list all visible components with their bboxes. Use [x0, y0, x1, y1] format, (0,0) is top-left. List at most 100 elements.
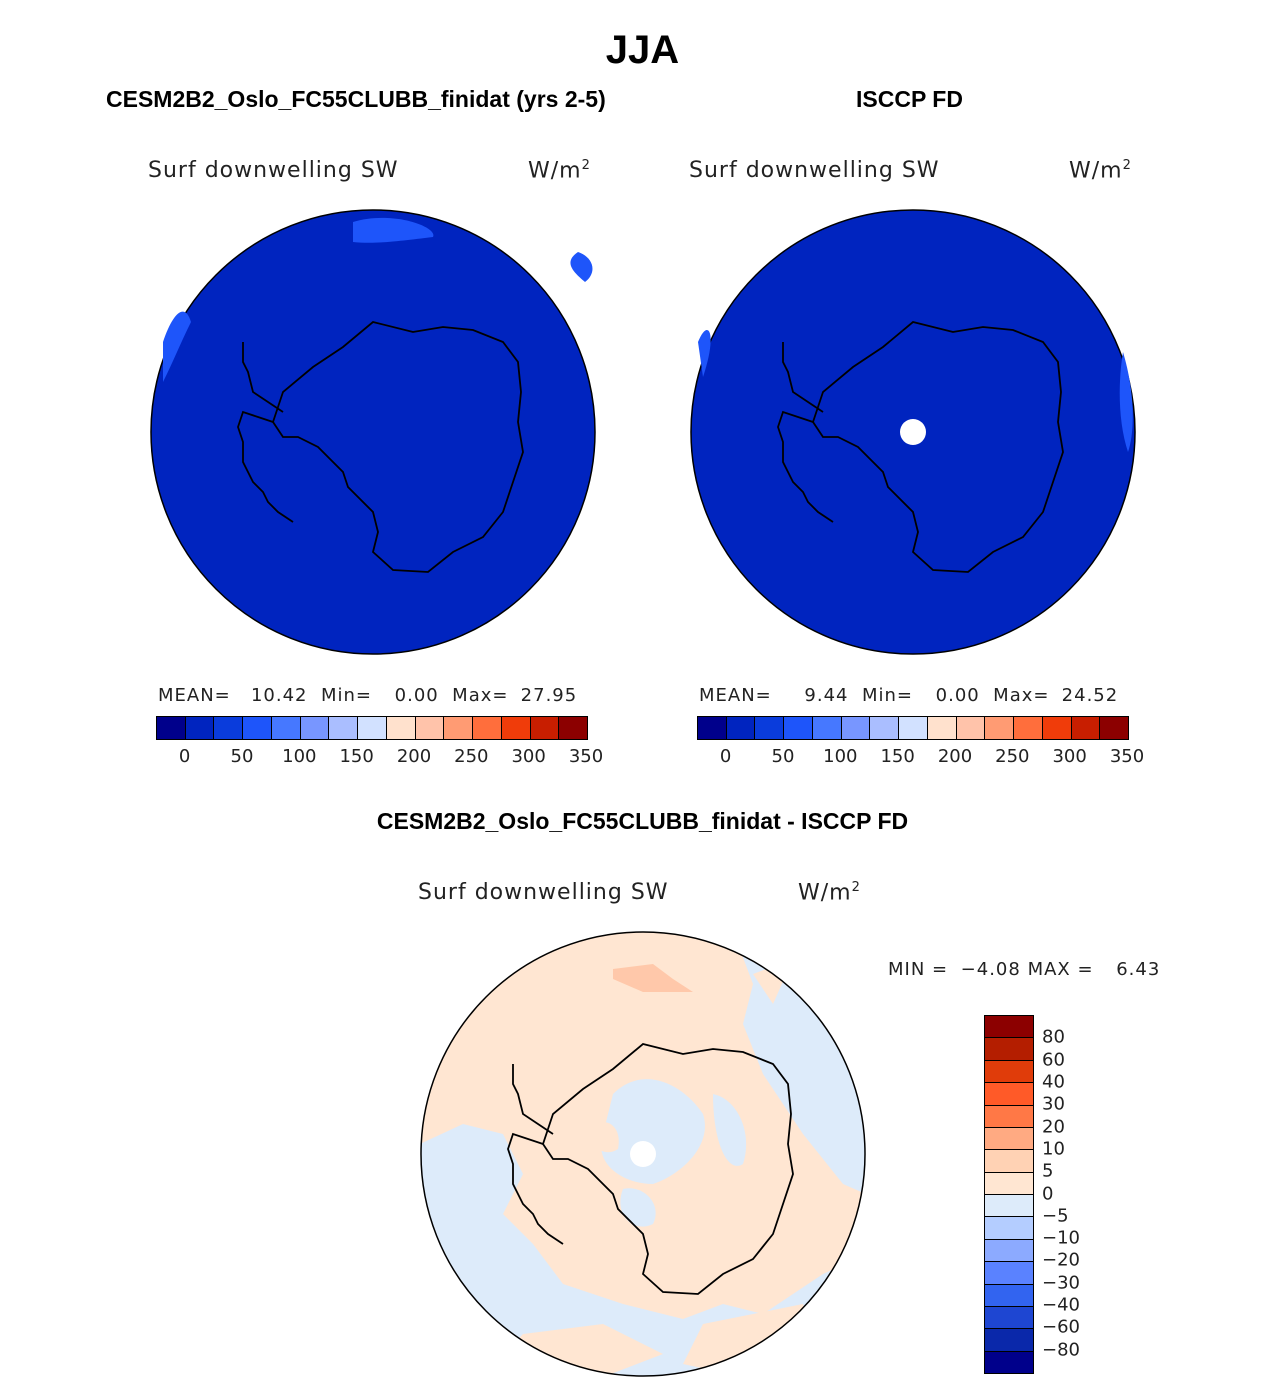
panel1-units-text: W/m — [528, 158, 582, 184]
antarctic-peninsula-coastline — [237, 342, 294, 523]
colorbar-tick-label: 20 — [1042, 1116, 1065, 1138]
ocean-patch — [570, 252, 593, 282]
antarctica-coastline — [812, 321, 1064, 573]
colorbar-swatch — [1071, 717, 1101, 739]
diff-units-text: W/m — [798, 880, 852, 906]
colorbar-swatch — [698, 717, 727, 739]
diff-min-label: MIN = — [888, 959, 949, 980]
colorbar-swatch — [559, 717, 588, 739]
colorbar-tick-label: −60 — [1042, 1316, 1080, 1338]
colorbar-tick-label: 300 — [511, 746, 546, 767]
colorbar-swatch — [271, 717, 301, 739]
colorbar-model — [156, 716, 588, 740]
mean-value: 10.42 — [250, 685, 308, 706]
colorbar-tick-label: 150 — [339, 746, 374, 767]
colorbar-swatch — [985, 1172, 1033, 1195]
colorbar-swatch — [985, 1217, 1033, 1240]
colorbar-tick-label: 50 — [771, 746, 795, 767]
colorbar-swatch — [501, 717, 531, 739]
colorbar-difference — [984, 1015, 1034, 1374]
mean-label: MEAN= — [158, 685, 231, 706]
diff-positive-patch — [613, 964, 693, 992]
colorbar-swatch — [473, 717, 502, 739]
antarctic-peninsula-coastline — [777, 342, 834, 523]
antarctica-coastline — [542, 1043, 794, 1295]
colorbar-obs — [697, 716, 1129, 740]
colorbar-tick-label: 350 — [568, 746, 604, 767]
min-value: 0.00 — [394, 685, 439, 706]
max-value: 27.95 — [520, 685, 578, 706]
diff-units-sup: 2 — [851, 880, 861, 895]
colorbar-swatch — [300, 717, 330, 739]
colorbar-tick-label: −30 — [1042, 1272, 1080, 1294]
diff-minmax: MIN = −4.08 MAX = 6.43 — [888, 959, 1160, 980]
colorbar-swatch — [985, 1306, 1033, 1330]
diff-units: W/m2 — [798, 880, 861, 905]
colorbar-swatch — [956, 717, 986, 739]
ocean-patch — [353, 217, 434, 243]
min-label: Min= — [320, 685, 372, 706]
ocean-patch — [698, 329, 711, 377]
colorbar-swatch — [755, 717, 785, 739]
colorbar-swatch — [784, 717, 813, 739]
colorbar-swatch — [841, 717, 871, 739]
panel2-units-sup: 2 — [1122, 158, 1132, 173]
colorbar-swatch — [985, 1284, 1033, 1307]
colorbar-swatch — [1100, 717, 1129, 739]
colorbar-tick-label: 350 — [1109, 746, 1145, 767]
colorbar-swatch — [985, 1351, 1033, 1373]
colorbar-swatch — [899, 717, 928, 739]
colorbar-tick-label: −40 — [1042, 1294, 1080, 1316]
colorbar-swatch — [985, 1038, 1033, 1061]
colorbar-swatch — [985, 1150, 1033, 1173]
min-value: 0.00 — [935, 685, 980, 706]
diff-variable: Surf downwelling SW — [418, 880, 669, 905]
colorbar-swatch — [985, 1016, 1033, 1039]
colorbar-swatch — [985, 1060, 1033, 1084]
ocean-patch — [1119, 352, 1133, 452]
colorbar-tick-label: 0 — [178, 746, 191, 767]
max-label: Max= — [452, 685, 509, 706]
colorbar-tick-label: 0 — [719, 746, 732, 767]
colorbar-swatch — [530, 717, 560, 739]
panel2-units: W/m2 — [1069, 158, 1132, 183]
colorbar-swatch — [812, 717, 842, 739]
panel1-units: W/m2 — [528, 158, 591, 183]
missing-data-pole — [900, 419, 926, 445]
colorbar-swatch — [243, 717, 272, 739]
antarctica-coastline — [272, 321, 524, 573]
panel1-variable: Surf downwelling SW — [148, 158, 399, 183]
colorbar-tick-label: 5 — [1042, 1160, 1054, 1182]
colorbar-tick-label: 10 — [1042, 1138, 1065, 1160]
colorbar-swatch — [1042, 717, 1072, 739]
colorbar-tick-label: −5 — [1042, 1205, 1069, 1227]
max-label: Max= — [993, 685, 1050, 706]
colorbar-tick-label: 30 — [1042, 1093, 1065, 1115]
colorbar-tick-label: 100 — [282, 746, 317, 767]
mean-label: MEAN= — [699, 685, 772, 706]
panel1-units-sup: 2 — [581, 158, 591, 173]
colorbar-tick-label: 250 — [454, 746, 489, 767]
map-obs — [690, 209, 1136, 655]
colorbar-swatch — [358, 717, 387, 739]
map-disc-outline — [420, 931, 866, 1377]
colorbar-swatch — [185, 717, 215, 739]
max-value: 24.52 — [1061, 685, 1119, 706]
colorbar-swatch — [985, 1105, 1033, 1128]
colorbar-tick-label: 250 — [995, 746, 1030, 767]
colorbar-tick-label: 100 — [823, 746, 858, 767]
colorbar-tick-label: −20 — [1042, 1249, 1080, 1271]
colorbar-tick-label: 300 — [1052, 746, 1087, 767]
map-disc — [150, 209, 596, 655]
colorbar-swatch — [157, 717, 186, 739]
missing-data-pole — [630, 1141, 656, 1167]
colorbar-tick-label: 0 — [1042, 1183, 1054, 1204]
colorbar-swatch — [985, 1083, 1033, 1106]
colorbar-swatch — [985, 717, 1015, 739]
colorbar-tick-label: 200 — [396, 746, 432, 767]
colorbar-swatch — [726, 717, 756, 739]
panel2-stats: MEAN= 9.44 Min= 0.00 Max= 24.52 — [699, 685, 1118, 706]
colorbar-swatch — [985, 1262, 1033, 1285]
colorbar-swatch — [870, 717, 900, 739]
colorbar-tick-label: −10 — [1042, 1227, 1080, 1249]
